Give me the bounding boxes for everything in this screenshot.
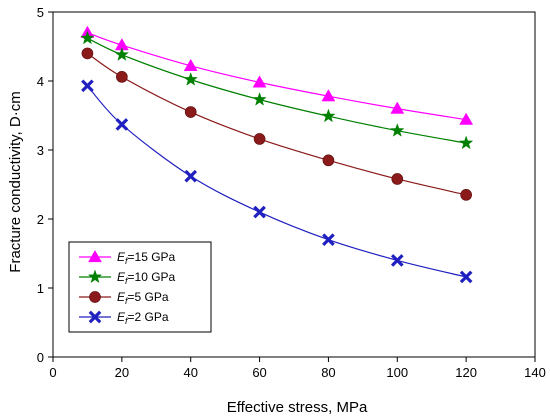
data-point	[184, 106, 197, 118]
legend-marker	[88, 249, 102, 263]
y-tick-label: 3	[37, 143, 44, 158]
plot-area	[52, 11, 536, 358]
data-point	[116, 71, 128, 83]
data-point	[460, 189, 472, 201]
legend: Ef=15 GPa Ef=10 GPa Ef=5 GPa Ef=2 GPa	[68, 241, 212, 333]
legend-marker	[89, 291, 101, 303]
data-point	[321, 108, 336, 123]
x-tick-label: 60	[252, 365, 266, 380]
series-line	[87, 52, 467, 196]
y-axis: 0 1 2 3 4 5	[37, 5, 53, 365]
x-tick-label: 120	[455, 365, 477, 380]
y-axis-title: Fracture conductivity, D·cm	[7, 91, 24, 272]
data-point	[115, 118, 129, 131]
series-line	[87, 37, 467, 144]
data-point	[253, 133, 266, 145]
data-point	[321, 89, 336, 102]
legend-label: Ef=5 GPa	[117, 290, 169, 306]
y-tick-label: 0	[37, 350, 44, 365]
legend-label: Ef=15 GPa	[117, 250, 176, 266]
data-point	[253, 205, 266, 219]
data-point	[391, 173, 404, 185]
data-point	[114, 47, 130, 61]
data-point	[183, 58, 198, 71]
x-tick-label: 140	[524, 365, 546, 380]
data-point	[390, 254, 404, 267]
data-point	[80, 30, 95, 45]
legend-marker	[88, 310, 102, 324]
y-tick-label: 5	[37, 5, 44, 20]
data-point	[81, 79, 94, 93]
data-point	[252, 92, 267, 106]
series-markers	[80, 25, 474, 284]
x-axis-title: Effective stress, MPa	[227, 399, 368, 416]
y-tick-label: 2	[37, 212, 44, 227]
x-axis: 0 20 40 60 80 100 120 140	[49, 357, 546, 380]
x-tick-label: 80	[321, 365, 335, 380]
y-tick-label: 4	[37, 74, 44, 89]
data-point	[81, 47, 94, 60]
data-point	[183, 72, 198, 86]
data-point	[252, 75, 267, 88]
plot-frame	[52, 11, 536, 358]
data-point	[184, 169, 198, 183]
legend-label: Ef=2 GPa	[117, 310, 169, 326]
x-tick-label: 0	[49, 365, 56, 380]
data-point	[390, 123, 405, 137]
data-point	[322, 154, 335, 167]
data-point	[459, 270, 473, 284]
x-tick-label: 100	[386, 365, 408, 380]
y-tick-label: 1	[37, 281, 44, 296]
data-point	[322, 233, 335, 247]
data-point	[458, 135, 474, 150]
series-curves	[86, 32, 467, 278]
legend-marker	[87, 269, 103, 284]
x-tick-label: 20	[115, 365, 129, 380]
data-point	[390, 101, 405, 114]
series-line	[87, 32, 467, 121]
x-tick-label: 40	[183, 365, 197, 380]
legend-label: Ef=10 GPa	[117, 270, 176, 286]
data-point	[459, 112, 474, 125]
